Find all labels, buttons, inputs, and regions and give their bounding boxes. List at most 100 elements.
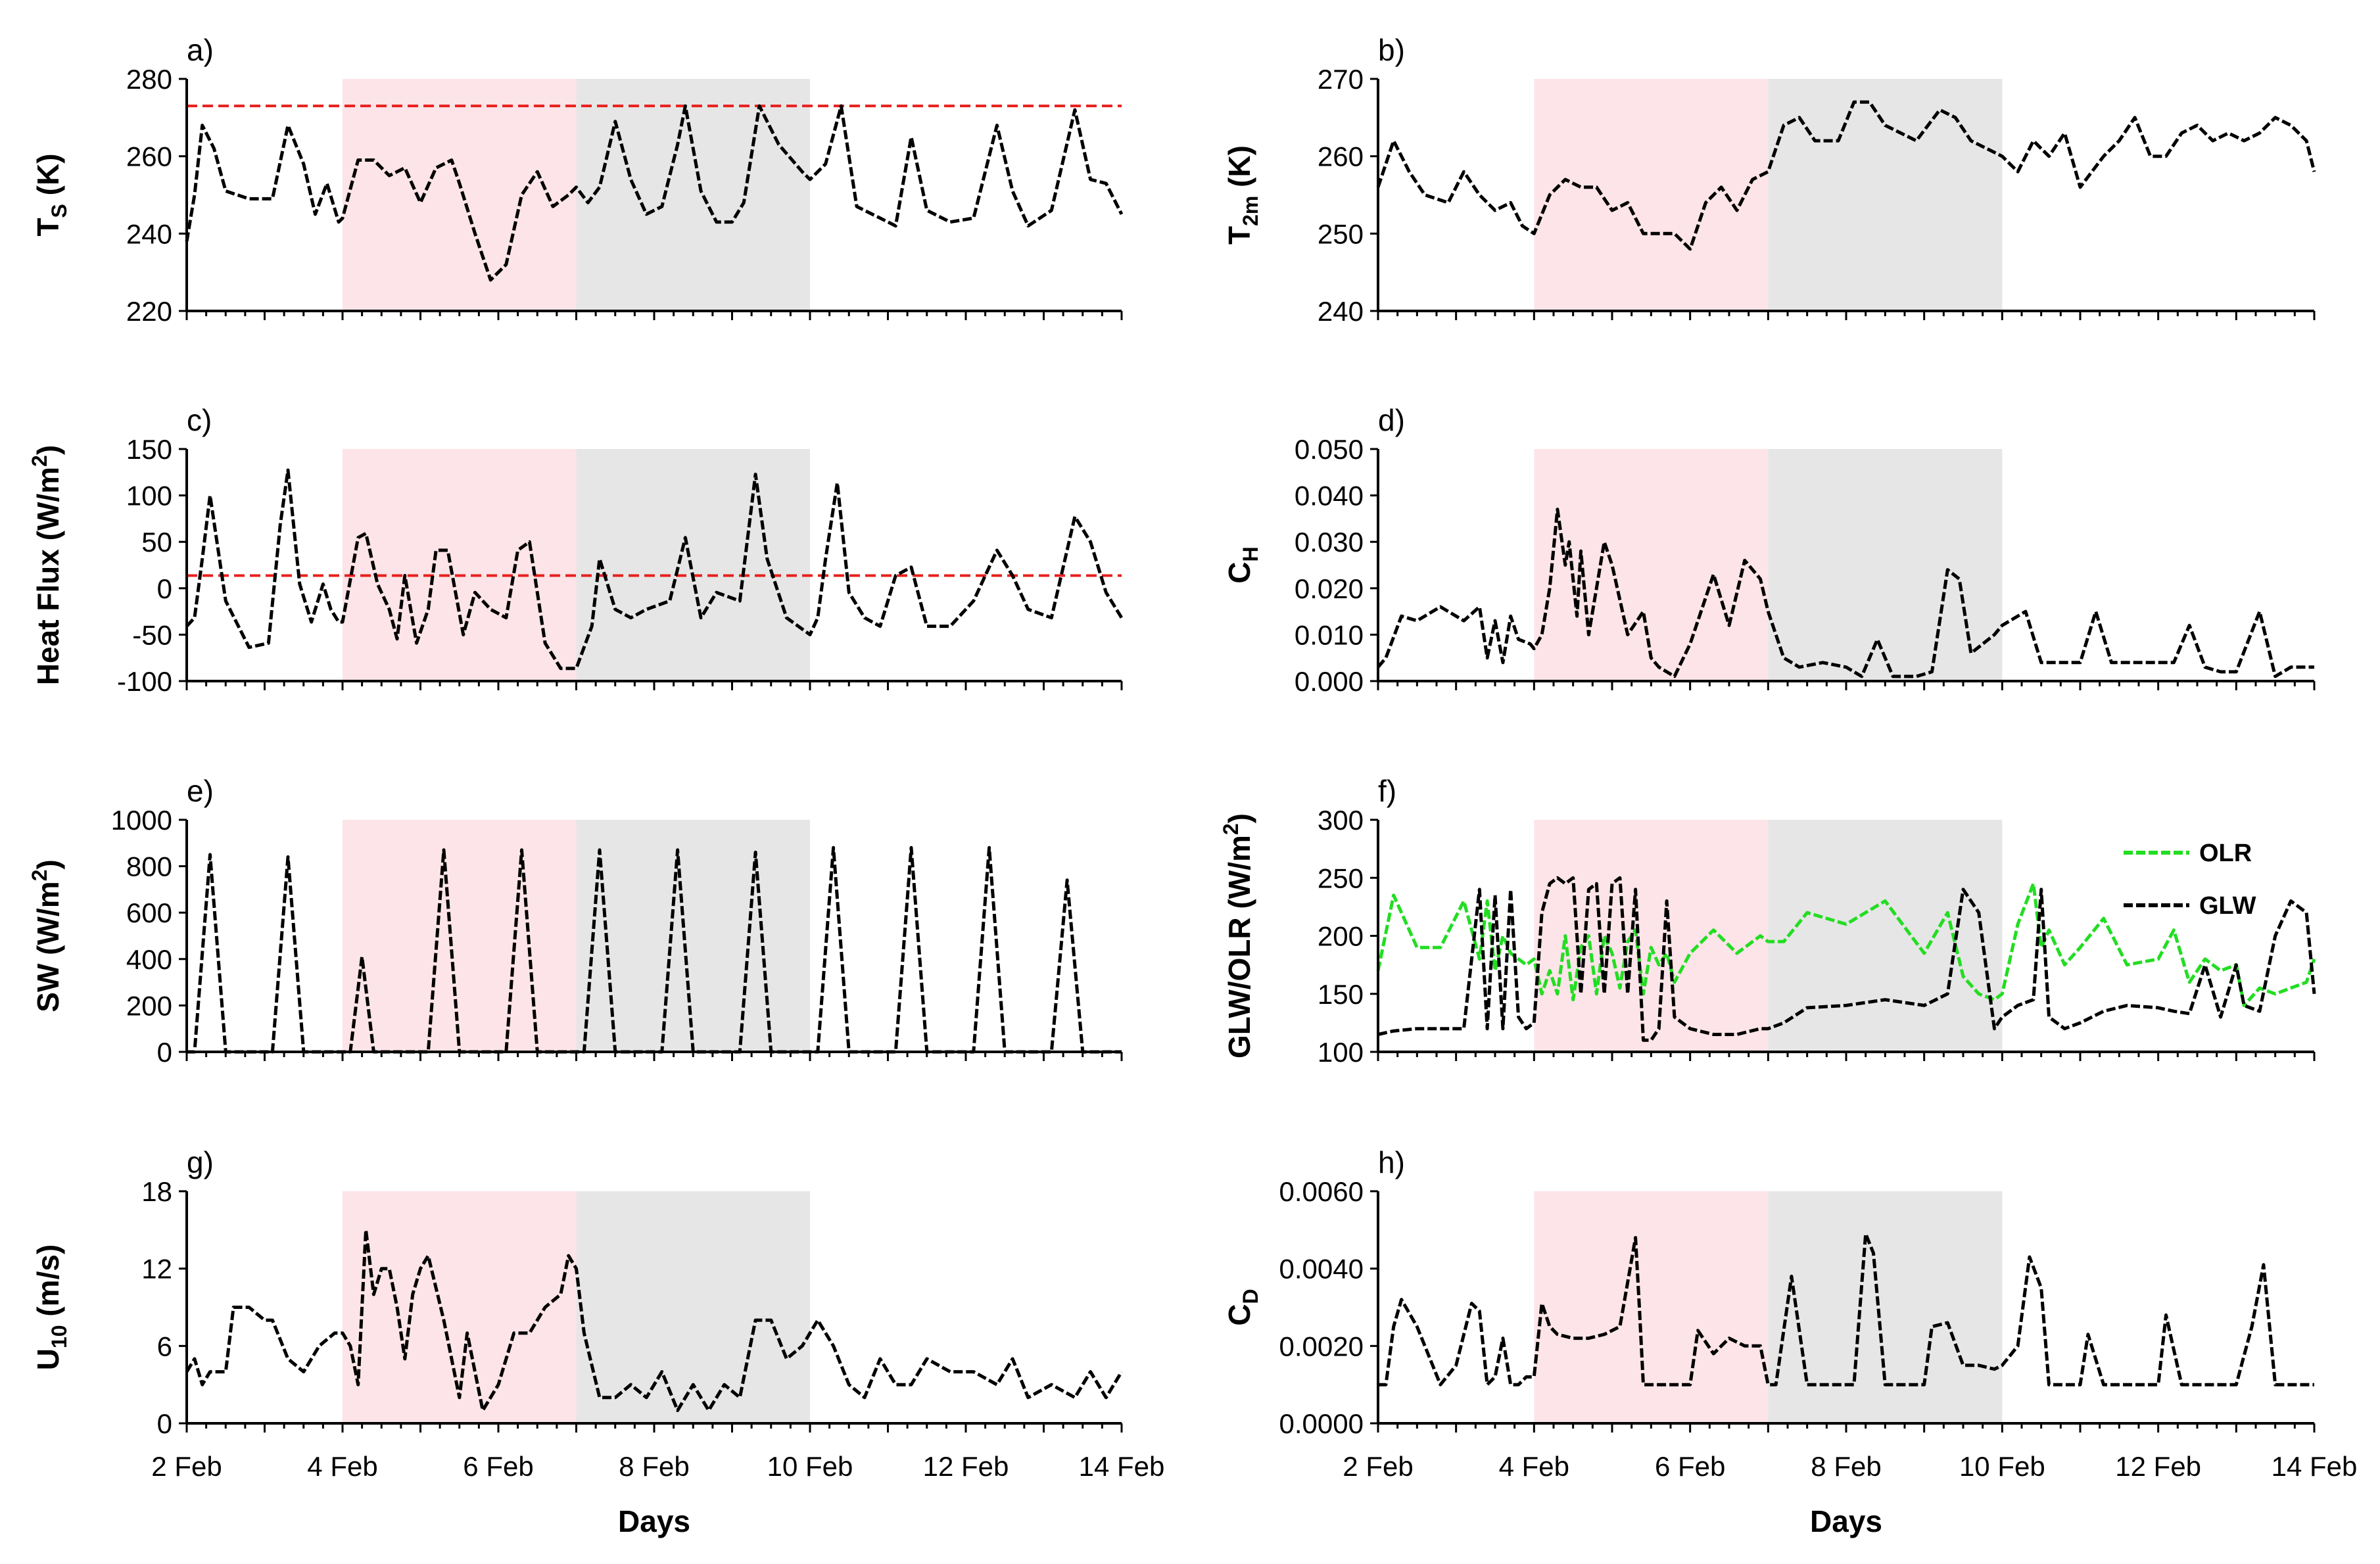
- shading-band-2: [1768, 79, 2003, 311]
- y-tick-label: 12: [141, 1254, 172, 1285]
- y-tick-label: 1000: [111, 805, 172, 836]
- y-tick-label: 240: [126, 218, 172, 249]
- panel-d: 0.000 0.010 0.020 0.030 0.040 0.050 d) CH: [1222, 403, 2316, 697]
- x-tick-label: 4 Feb: [1499, 1451, 1569, 1482]
- legend-label-glw: GLW: [2199, 892, 2256, 920]
- panel-label: e): [187, 774, 214, 808]
- y-tick-label: 0.0060: [1279, 1176, 1364, 1207]
- shading-band-1: [1534, 820, 1769, 1052]
- y-tick-label: 260: [126, 141, 172, 172]
- series-line-1: [185, 468, 1124, 671]
- panel-label: g): [187, 1145, 214, 1179]
- series-line-1: [185, 104, 1124, 282]
- y-axis-title: Heat Flux (W/m2): [28, 445, 65, 685]
- y-tick-label: 600: [126, 897, 172, 928]
- shading-band-2: [1768, 449, 2003, 681]
- series-line-olr: [1376, 882, 2316, 1007]
- shading-band-2: [1768, 1191, 2003, 1423]
- y-tick-label: 0: [157, 1037, 172, 1068]
- panel-f: 100 150 200 250 300 f) GLW/OLR (W/m2) OLR GLW: [1219, 774, 2316, 1068]
- panel-label: f): [1378, 774, 1396, 808]
- panel-g: 0 6 12 18 2 Feb 4 Feb 6 Feb 8 Feb 10 Feb 12 Feb 14…: [31, 1145, 1164, 1538]
- series-line-1: [185, 1228, 1124, 1412]
- shading-band-2: [1768, 820, 2003, 1052]
- y-tick-label: 50: [141, 527, 172, 557]
- y-tick-label: 0.020: [1295, 573, 1364, 604]
- y-axis-title: CH: [1222, 546, 1262, 583]
- x-tick-label: 6 Feb: [463, 1451, 533, 1482]
- x-tick-label: 2 Feb: [151, 1451, 222, 1482]
- y-tick-label: -50: [132, 619, 172, 650]
- y-tick-label: 0.0020: [1279, 1331, 1364, 1362]
- x-tick-label: 8 Feb: [1811, 1451, 1881, 1482]
- x-tick-label: 12 Feb: [923, 1451, 1009, 1482]
- x-tick-label: 8 Feb: [619, 1451, 689, 1482]
- panel-h: 0.0000 0.0020 0.0040 0.0060 2 Feb 4 Feb 6 Feb 8…: [1222, 1145, 2357, 1538]
- panel-label: a): [187, 33, 214, 67]
- y-tick-label: 270: [1318, 64, 1364, 95]
- y-tick-label: 100: [126, 481, 172, 511]
- y-tick-label: 300: [1318, 805, 1364, 836]
- y-tick-label: 200: [126, 990, 172, 1021]
- shading-band-2: [576, 820, 810, 1052]
- shading-band-2: [576, 449, 810, 681]
- y-tick-label: 0.000: [1295, 666, 1364, 697]
- x-axis-title: Days: [1810, 1504, 1882, 1538]
- y-tick-label: 0: [157, 573, 172, 604]
- y-tick-label: 400: [126, 944, 172, 975]
- y-tick-label: 0: [157, 1408, 172, 1439]
- shading-band-1: [343, 449, 577, 681]
- shading-band-1: [343, 79, 577, 311]
- y-tick-label: 260: [1318, 141, 1364, 172]
- panel-label: c): [187, 403, 212, 437]
- y-axis-title: SW (W/m2): [28, 859, 65, 1012]
- x-tick-label: 6 Feb: [1655, 1451, 1725, 1482]
- y-axis-title: U10 (m/s): [31, 1244, 71, 1371]
- panel-e: 0 200 400 600 800 1000 e) SW (W/m2): [28, 774, 1123, 1068]
- y-axis-title: GLW/OLR (W/m2): [1219, 813, 1256, 1058]
- y-tick-label: 220: [126, 296, 172, 327]
- series-line-1: [1378, 1232, 2314, 1386]
- x-tick-label: 10 Feb: [767, 1451, 853, 1482]
- x-tick-label: 4 Feb: [307, 1451, 377, 1482]
- series-line-glw: [1377, 876, 2316, 1042]
- y-axis-title: T2m (K): [1222, 145, 1262, 245]
- y-tick-label: 100: [1318, 1037, 1364, 1068]
- x-tick-label: 12 Feb: [2115, 1451, 2201, 1482]
- x-tick-label: 2 Feb: [1343, 1451, 1413, 1482]
- shading-band-1: [1534, 449, 1769, 681]
- y-tick-label: 200: [1318, 921, 1364, 952]
- series-line-1: [1376, 100, 2316, 251]
- series-line-1: [1377, 508, 2314, 678]
- y-tick-label: 250: [1318, 218, 1364, 249]
- y-axis-title: CD: [1222, 1289, 1262, 1325]
- y-tick-label: 800: [126, 851, 172, 882]
- panel-a: 220 240 260 280 a) TS (K): [31, 33, 1124, 327]
- shading-band-1: [1534, 79, 1769, 311]
- x-axis-title: Days: [618, 1504, 690, 1538]
- y-tick-label: 18: [141, 1176, 172, 1207]
- y-axis-title: TS (K): [31, 153, 71, 236]
- y-tick-label: 0.050: [1295, 434, 1364, 465]
- shading-band-2: [576, 1191, 810, 1423]
- y-tick-label: 0.0040: [1279, 1254, 1364, 1285]
- y-tick-label: 280: [126, 64, 172, 95]
- x-tick-label: 10 Feb: [1959, 1451, 2045, 1482]
- y-tick-label: 240: [1318, 296, 1364, 327]
- panel-label: h): [1378, 1145, 1405, 1179]
- panel-label: d): [1378, 403, 1405, 437]
- y-tick-label: 150: [126, 434, 172, 465]
- panel-b: 240 250 260 270 b) T2m (K): [1222, 33, 2316, 327]
- y-tick-label: 0.040: [1295, 481, 1364, 511]
- panel-label: b): [1378, 33, 1405, 67]
- y-tick-label: 0.0000: [1279, 1408, 1364, 1439]
- y-tick-label: 250: [1318, 863, 1364, 893]
- x-tick-label: 14 Feb: [1079, 1451, 1165, 1482]
- shading-band-1: [343, 820, 577, 1052]
- panel-c: -100 -50 0 50 100 150 c) Heat Flux (W/m2): [28, 403, 1124, 697]
- panels-group: 220 240 260 280 a) TS (K) 240 250 260 270 b) T2m (K…: [28, 33, 2357, 1538]
- y-tick-label: -100: [117, 666, 172, 697]
- y-tick-label: 6: [157, 1331, 172, 1362]
- shading-band-2: [576, 79, 810, 311]
